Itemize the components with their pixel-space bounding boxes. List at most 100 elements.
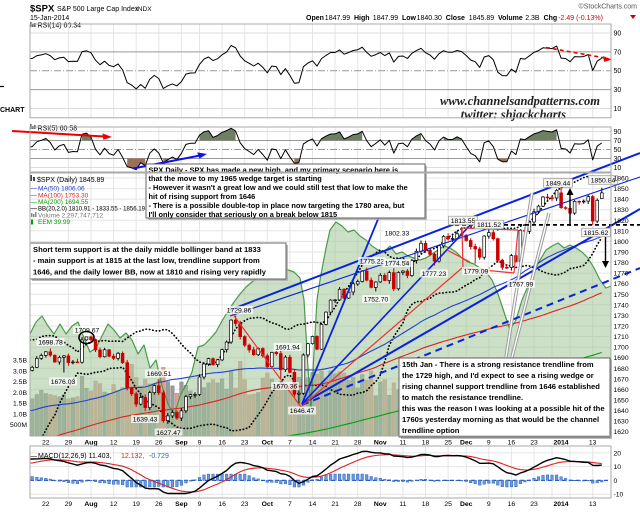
svg-text:the 1729 high, and I'd expect: the 1729 high, and I'd expect to see a r… bbox=[402, 371, 594, 380]
svg-text:11: 11 bbox=[399, 501, 406, 508]
svg-text:22: 22 bbox=[42, 440, 50, 447]
svg-text:90: 90 bbox=[614, 129, 622, 136]
svg-text:29: 29 bbox=[65, 440, 73, 447]
svg-text:Nov: Nov bbox=[374, 501, 387, 508]
svg-text:1847.99: 1847.99 bbox=[373, 15, 398, 22]
svg-text:1802.33: 1802.33 bbox=[385, 231, 410, 238]
svg-text:13: 13 bbox=[589, 440, 597, 447]
svg-text:11: 11 bbox=[399, 440, 406, 447]
svg-text:1820: 1820 bbox=[614, 218, 629, 225]
svg-text:1813.55: 1813.55 bbox=[451, 218, 476, 225]
svg-text:CHART: CHART bbox=[0, 107, 25, 114]
svg-text:1815.62: 1815.62 bbox=[584, 230, 609, 237]
svg-text:1779.09: 1779.09 bbox=[464, 269, 489, 276]
svg-text:1.0B: 1.0B bbox=[13, 411, 27, 418]
svg-text:1730: 1730 bbox=[614, 313, 629, 320]
svg-text:1680: 1680 bbox=[614, 366, 629, 373]
svg-text:19: 19 bbox=[132, 501, 140, 508]
svg-text:15-Jan-2014: 15-Jan-2014 bbox=[30, 15, 69, 22]
svg-text:1760: 1760 bbox=[614, 281, 629, 288]
svg-text:1660: 1660 bbox=[614, 387, 629, 394]
svg-text:7: 7 bbox=[288, 440, 292, 447]
svg-text:1720: 1720 bbox=[614, 324, 629, 331]
svg-text:16: 16 bbox=[508, 501, 516, 508]
svg-text:21: 21 bbox=[331, 501, 339, 508]
svg-text:1811.52: 1811.52 bbox=[477, 222, 501, 229]
svg-text:$SPX (Daily) 1845.89: $SPX (Daily) 1845.89 bbox=[37, 177, 104, 184]
svg-text:25: 25 bbox=[444, 501, 452, 508]
svg-text:1670.36: 1670.36 bbox=[273, 384, 298, 391]
svg-text:1670: 1670 bbox=[614, 376, 629, 383]
svg-text:Oct: Oct bbox=[262, 501, 274, 508]
svg-text:19: 19 bbox=[132, 440, 140, 447]
svg-text:—: — bbox=[30, 453, 37, 460]
svg-text:twitter: shjackcharts: twitter: shjackcharts bbox=[461, 108, 566, 122]
svg-text:Open: Open bbox=[306, 15, 324, 22]
svg-text:7: 7 bbox=[288, 501, 292, 508]
svg-text:1810: 1810 bbox=[614, 228, 629, 235]
svg-text:Nov: Nov bbox=[374, 440, 387, 447]
svg-text:1860: 1860 bbox=[614, 176, 629, 183]
svg-text:1700: 1700 bbox=[614, 345, 629, 352]
svg-text:16: 16 bbox=[508, 440, 516, 447]
svg-text:70: 70 bbox=[614, 138, 622, 145]
svg-text:Close: Close bbox=[446, 15, 465, 22]
svg-text:50: 50 bbox=[614, 68, 622, 75]
svg-text:30: 30 bbox=[614, 156, 622, 163]
svg-text:—: — bbox=[30, 193, 37, 200]
svg-text:MACD(12,26,9) 11.403,: MACD(12,26,9) 11.403, bbox=[38, 453, 111, 460]
svg-text:18: 18 bbox=[422, 440, 430, 447]
svg-text:9: 9 bbox=[198, 501, 202, 508]
svg-text:500M: 500M bbox=[10, 422, 27, 429]
svg-text:1780: 1780 bbox=[614, 260, 629, 267]
svg-text:3.0B: 3.0B bbox=[13, 368, 27, 375]
svg-text:16: 16 bbox=[218, 501, 226, 508]
svg-text:Aug: Aug bbox=[84, 501, 97, 508]
svg-text:rising channel support trendli: rising channel support trendline from 16… bbox=[402, 382, 600, 391]
svg-text:- However it wasn't a great lo: - However it wasn't a great low and we c… bbox=[149, 183, 408, 192]
svg-text:Low: Low bbox=[402, 15, 417, 22]
svg-text:Volume 2,297,747,712: Volume 2,297,747,712 bbox=[38, 213, 103, 220]
svg-text:Oct: Oct bbox=[262, 440, 274, 447]
svg-text:3.5B: 3.5B bbox=[13, 358, 27, 365]
svg-text:1777.23: 1777.23 bbox=[422, 271, 447, 278]
svg-text:30: 30 bbox=[614, 87, 622, 94]
svg-text:1620: 1620 bbox=[614, 429, 629, 436]
svg-text:29: 29 bbox=[65, 501, 73, 508]
svg-text:©StockCharts.com: ©StockCharts.com bbox=[579, 3, 638, 11]
svg-text:9: 9 bbox=[198, 440, 202, 447]
svg-text:1729.86: 1729.86 bbox=[227, 308, 252, 315]
svg-text:23: 23 bbox=[530, 440, 538, 447]
svg-text:Sep: Sep bbox=[175, 501, 187, 508]
svg-text:Aug: Aug bbox=[84, 440, 97, 447]
svg-text:1770: 1770 bbox=[614, 271, 629, 278]
svg-text:9: 9 bbox=[487, 501, 491, 508]
svg-text:13: 13 bbox=[589, 501, 597, 508]
svg-text:21: 21 bbox=[331, 440, 339, 447]
svg-text:2014: 2014 bbox=[553, 440, 568, 447]
svg-text:1750: 1750 bbox=[614, 292, 629, 299]
svg-text:10: 10 bbox=[614, 106, 622, 113]
svg-text:26: 26 bbox=[155, 501, 163, 508]
svg-text:1752.70: 1752.70 bbox=[364, 297, 389, 304]
svg-text:Sep: Sep bbox=[175, 440, 187, 447]
svg-text:that the move to my 1965 wedge: that the move to my 1965 wedge target is… bbox=[149, 174, 323, 183]
svg-text:12.132,: 12.132, bbox=[121, 453, 144, 460]
svg-text:10: 10 bbox=[614, 464, 622, 471]
svg-text:MA(50) 1806.06: MA(50) 1806.06 bbox=[38, 186, 85, 193]
svg-text:16: 16 bbox=[218, 440, 226, 447]
svg-text:to match the resistance trendl: to match the resistance trendline. bbox=[402, 393, 523, 402]
svg-text:1775.22: 1775.22 bbox=[360, 259, 385, 266]
svg-text:RSI(14) 60.34: RSI(14) 60.34 bbox=[38, 23, 82, 30]
svg-text:28: 28 bbox=[354, 440, 362, 447]
svg-text:1740: 1740 bbox=[614, 302, 629, 309]
svg-text:Chg: Chg bbox=[544, 15, 558, 22]
svg-text:Short term support is at the d: Short term support is at the daily middl… bbox=[33, 245, 261, 254]
svg-text:14: 14 bbox=[309, 440, 317, 447]
svg-text:2014: 2014 bbox=[553, 501, 568, 508]
svg-text:www.channelsandpatterns.com: www.channelsandpatterns.com bbox=[440, 94, 600, 108]
svg-text:9: 9 bbox=[487, 440, 491, 447]
svg-text:1669.51: 1669.51 bbox=[147, 371, 172, 378]
svg-text:1845.89: 1845.89 bbox=[469, 15, 494, 22]
svg-text:1630: 1630 bbox=[614, 419, 629, 426]
